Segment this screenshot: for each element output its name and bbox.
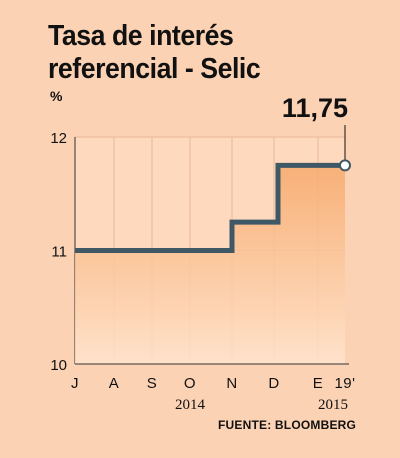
y-tick-label: 12 xyxy=(50,130,67,147)
x-tick-label: S xyxy=(147,375,158,392)
x-tick-label: O xyxy=(184,375,196,392)
x-year-label: 2015 xyxy=(318,397,348,413)
annotation-label: 11,75 xyxy=(282,93,348,123)
y-tick-label: 11 xyxy=(51,244,67,261)
source-note: FUENTE: BLOOMBERG xyxy=(218,418,357,432)
x-tick-label: 19' xyxy=(334,375,355,392)
title-line-1: Tasa de interés xyxy=(48,20,234,52)
x-tick-label: D xyxy=(268,375,279,392)
x-year-label: 2014 xyxy=(175,397,206,413)
x-tick-label: E xyxy=(313,375,324,392)
end-point-marker xyxy=(339,159,351,172)
y-tick-label: 10 xyxy=(50,357,67,374)
x-tick-label: J xyxy=(71,375,79,392)
series-line xyxy=(75,162,345,253)
unit-label: % xyxy=(50,88,63,104)
series-area xyxy=(75,165,345,364)
x-tick-label: N xyxy=(226,375,237,392)
title-line-2: referencial - Selic xyxy=(48,53,261,85)
x-tick-label: A xyxy=(109,375,120,392)
chart-title: Tasa de interés referencial - Selic xyxy=(48,20,352,86)
